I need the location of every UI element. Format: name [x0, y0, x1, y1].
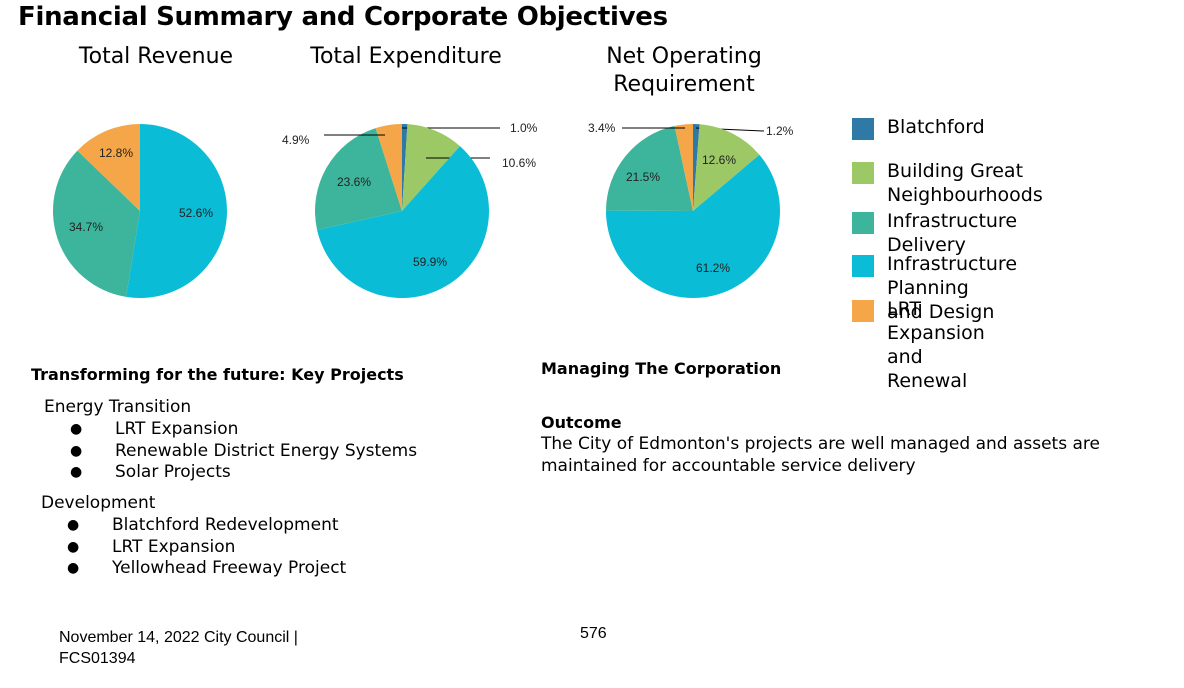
pie-slice-infrastructure-delivery	[52, 150, 141, 297]
outcome-label: Outcome	[541, 413, 622, 432]
bullet-icon: ●	[67, 560, 80, 576]
pie-slice-building-great-neighbourhoods	[402, 124, 460, 211]
development-list: ● Blatchford Redevelopment ● LRT Expansion…	[67, 515, 347, 580]
pie-slice-infrastructure-planning-and-design	[605, 154, 780, 298]
managing-corporation-heading: Managing The Corporation	[541, 359, 782, 378]
pie-slice-lrt-expansion-and-renewal	[375, 124, 402, 211]
chart-title-revenue: Total Revenue	[78, 44, 234, 69]
legend-label: LRT Expansion and Renewal	[887, 298, 985, 392]
bullet-icon: ●	[70, 442, 83, 459]
group-heading-development: Development	[41, 493, 156, 513]
pie-slice-label: 3.4%	[588, 121, 616, 135]
key-projects-heading: Transforming for the future: Key Project…	[31, 365, 404, 384]
group-heading-energy-transition: Energy Transition	[44, 397, 192, 417]
pie-slice-label: 34.7%	[69, 220, 103, 234]
pie-slice-label: 61.2%	[696, 261, 730, 275]
pie-slice-infrastructure-delivery	[606, 125, 693, 211]
list-item-text: Blatchford Redevelopment	[112, 515, 339, 535]
pie-charts-svg: 52.6%34.7%12.8% 1.0%10.6%59.9%23.6%4.9% …	[52, 121, 794, 299]
pie-slice-infrastructure-planning-and-design	[126, 124, 227, 298]
pie-slice-lrt-expansion-and-renewal	[77, 124, 140, 211]
pie-slice-blatchford	[693, 124, 700, 211]
page-title: Financial Summary and Corporate Objectiv…	[18, 2, 668, 32]
pie-chart-revenue: 52.6% 34.7% 12.8%	[52, 124, 227, 298]
list-item-text: LRT Expansion	[115, 419, 239, 439]
legend-label: Blatchford	[887, 116, 985, 138]
legend-swatch	[852, 212, 874, 234]
list-item-text: Solar Projects	[115, 462, 231, 482]
pie-slice-infrastructure-planning-and-design	[317, 146, 490, 299]
legend-label: Building Great Neighbourhoods	[887, 160, 1043, 206]
bullet-icon: ●	[67, 517, 80, 533]
pie-slice-blatchford	[402, 124, 408, 211]
legend-label: Infrastructure Planning and Design	[887, 253, 1018, 323]
pie-slice-label: 59.9%	[413, 255, 447, 269]
pie-slice-label: 12.8%	[99, 146, 133, 160]
page-number: 576	[580, 625, 607, 642]
pie-slice-infrastructure-delivery	[315, 128, 402, 230]
pie-chart-expenditure: 1.0% 10.6% 59.9% 23.6% 4.9%	[282, 121, 538, 299]
pie-slice-building-great-neighbourhoods	[693, 124, 760, 211]
legend-swatch	[852, 300, 874, 322]
bullet-icon: ●	[70, 464, 83, 480]
list-item: ● Blatchford Redevelopment	[67, 515, 346, 537]
list-item: ● LRT Expansion	[70, 419, 417, 441]
legend-swatch	[852, 162, 874, 184]
list-item-text: LRT Expansion	[112, 536, 236, 557]
list-item-text: Yellowhead Freeway Project	[112, 558, 347, 578]
energy-transition-list: ● LRT Expansion ● Renewable District Energ…	[70, 419, 418, 484]
pie-slice-label: 10.6%	[502, 156, 536, 170]
legend-label: Infrastructure Delivery	[887, 210, 1018, 256]
pie-slice-label: 1.0%	[510, 121, 538, 135]
legend-swatch	[852, 255, 874, 277]
pie-slice-label: 21.5%	[626, 170, 660, 184]
pie-slice-label: 1.2%	[766, 124, 794, 138]
list-item: ● Renewable District Energy Systems	[70, 440, 418, 463]
list-item: ● Yellowhead Freeway Project	[67, 558, 347, 580]
list-item: ● LRT Expansion	[67, 536, 346, 559]
pie-slice-label: 52.6%	[179, 206, 213, 220]
chart-title-net-operating: Net Operating Requirement	[606, 44, 762, 97]
bullet-icon: ●	[67, 538, 80, 555]
footer-text: November 14, 2022 City Council | FCS0139…	[59, 629, 298, 667]
bullet-icon: ●	[70, 421, 83, 437]
list-item: ● Solar Projects	[70, 462, 417, 484]
pie-slice-label: 4.9%	[282, 133, 310, 147]
list-item-text: Renewable District Energy Systems	[115, 440, 418, 461]
legend-swatch	[852, 118, 874, 140]
chart-title-expenditure: Total Expenditure	[310, 44, 502, 69]
pie-slice-label: 12.6%	[702, 153, 736, 167]
pie-chart-net-operating: 1.2% 12.6% 61.2% 21.5% 3.4%	[588, 121, 794, 298]
pie-slice-lrt-expansion-and-renewal	[674, 124, 693, 211]
pie-slice-label: 23.6%	[337, 175, 371, 189]
outcome-text: The City of Edmonton's projects are well…	[541, 434, 1100, 476]
